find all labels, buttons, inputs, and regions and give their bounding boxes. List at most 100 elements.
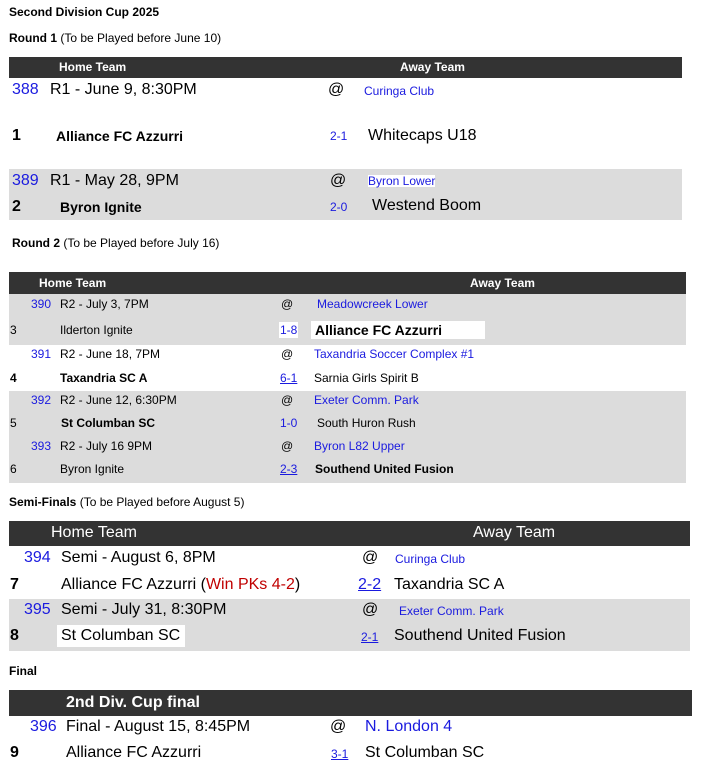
game-id-link[interactable]: 393 <box>31 439 52 453</box>
venue-link[interactable]: Taxandria Soccer Complex #1 <box>314 347 475 361</box>
game-number: 6 <box>10 462 17 476</box>
away-team: Alliance FC Azzurri <box>311 321 485 339</box>
game-number: 1 <box>12 127 21 144</box>
away-team: Whitecaps U18 <box>368 127 477 144</box>
game-number: 2 <box>12 198 21 215</box>
venue-link[interactable]: Curinga Club <box>395 552 466 566</box>
home-team: Alliance FC Azzurri <box>56 128 184 144</box>
away-team: Sarnia Girls Spirit B <box>314 371 419 385</box>
away-team: St Columban SC <box>365 744 485 761</box>
away-team-header: Away Team <box>473 524 556 541</box>
game-id-link[interactable]: 392 <box>31 393 52 407</box>
round1-table-header: Home Team Away Team <box>9 57 682 78</box>
semis-table-header: Home Team Away Team <box>9 521 690 546</box>
venue-link[interactable]: N. London 4 <box>365 718 453 735</box>
score-link[interactable]: 2-1 <box>361 630 379 644</box>
game-datetime: R1 - June 9, 8:30PM <box>50 81 197 98</box>
game-id-link[interactable]: 388 <box>12 81 39 98</box>
at-symbol: @ <box>281 297 294 311</box>
game-number: 9 <box>10 744 19 761</box>
final-header-title: 2nd Div. Cup final <box>66 694 200 711</box>
home-team: Ilderton Ignite <box>60 323 133 337</box>
score-link[interactable]: 1-0 <box>280 416 298 430</box>
page-title: Second Division Cup 2025 <box>9 5 160 19</box>
score-link[interactable]: 1-8 <box>279 322 299 338</box>
semis-note: (To be Played before August 5) <box>79 495 245 509</box>
away-team: South Huron Rush <box>317 416 416 430</box>
pk-open: ( <box>196 576 206 593</box>
at-symbol: @ <box>330 718 347 735</box>
away-team: Southend United Fusion <box>315 462 454 476</box>
final-heading: Final <box>9 664 38 678</box>
game-datetime: R1 - May 28, 9PM <box>50 172 179 189</box>
score-link[interactable]: 3-1 <box>331 747 349 761</box>
at-symbol: @ <box>328 81 345 98</box>
pk-close: ) <box>294 576 301 593</box>
venue-link[interactable]: Exeter Comm. Park <box>399 604 504 618</box>
game-datetime: R2 - July 16 9PM <box>60 439 153 453</box>
venue-link[interactable]: Exeter Comm. Park <box>314 393 419 407</box>
game-datetime: Semi - August 6, 8PM <box>61 549 216 566</box>
score-link[interactable]: 2-0 <box>330 200 348 214</box>
away-team: Taxandria SC A <box>394 576 505 593</box>
game-id-link[interactable]: 394 <box>24 549 51 566</box>
game-number: 4 <box>10 371 17 385</box>
game-datetime: R2 - June 18, 7PM <box>60 347 161 361</box>
round2-note: (To be Played before July 16) <box>63 236 220 250</box>
game-number: 7 <box>10 576 19 593</box>
home-team-header: Home Team <box>59 60 127 74</box>
game-number: 8 <box>10 627 19 644</box>
venue-link[interactable]: Byron L82 Upper <box>314 439 405 453</box>
round1-heading: Round 1 (To be Played before June 10) <box>9 32 221 44</box>
score-link[interactable]: 2-3 <box>280 462 298 476</box>
final-table-header: 2nd Div. Cup final <box>9 690 692 716</box>
game-number: 3 <box>10 323 17 337</box>
home-team: Byron Ignite <box>60 199 142 215</box>
at-symbol: @ <box>330 172 347 189</box>
venue-link[interactable]: Byron Lower <box>368 174 436 188</box>
at-symbol: @ <box>362 601 379 618</box>
game-number: 5 <box>10 416 17 430</box>
venue-link[interactable]: Meadowcreek Lower <box>317 297 428 311</box>
at-symbol: @ <box>281 393 294 407</box>
home-team-header: Home Team <box>39 276 107 290</box>
score-link[interactable]: 2-1 <box>330 129 348 143</box>
venue-link[interactable]: Curinga Club <box>364 84 435 98</box>
home-team-name: Alliance FC Azzurri <box>61 576 197 593</box>
home-team: St Columban SC <box>57 625 185 647</box>
round2-label: Round 2 <box>12 236 60 250</box>
game-datetime: Semi - July 31, 8:30PM <box>61 601 227 618</box>
home-team: Byron Ignite <box>60 462 125 476</box>
away-team-header: Away Team <box>470 276 535 290</box>
score-link[interactable]: 6-1 <box>280 371 298 385</box>
semis-heading: Semi-Finals (To be Played before August … <box>9 496 244 508</box>
home-team: Alliance FC Azzurri (Win PKs 4-2) <box>61 577 300 593</box>
at-symbol: @ <box>281 347 294 361</box>
away-team: Southend United Fusion <box>394 627 566 644</box>
round1-note: (To be Played before June 10) <box>60 31 222 45</box>
home-team: Taxandria SC A <box>60 371 148 385</box>
score-link[interactable]: 2-2 <box>358 576 382 593</box>
round2-table-header: Home Team Away Team <box>9 272 686 294</box>
away-team-header: Away Team <box>400 60 465 74</box>
home-team: Alliance FC Azzurri <box>66 744 202 761</box>
round1-label: Round 1 <box>9 31 57 45</box>
game-datetime: Final - August 15, 8:45PM <box>66 718 251 735</box>
game-id-link[interactable]: 396 <box>30 718 57 735</box>
game-id-link[interactable]: 395 <box>24 601 51 618</box>
game-id-link[interactable]: 390 <box>31 297 52 311</box>
at-symbol: @ <box>362 549 379 566</box>
game-id-link[interactable]: 391 <box>31 347 52 361</box>
at-symbol: @ <box>281 439 294 453</box>
semis-label: Semi-Finals <box>9 495 77 509</box>
away-team: Westend Boom <box>372 197 482 214</box>
round2-heading: Round 2 (To be Played before July 16) <box>12 237 219 249</box>
row-band <box>9 391 686 483</box>
row-band <box>9 169 682 220</box>
game-datetime: R2 - June 12, 6:30PM <box>60 393 177 407</box>
home-team-header: Home Team <box>51 524 137 541</box>
home-team: St Columban SC <box>61 416 156 430</box>
pk-result: Win PKs 4-2 <box>205 576 295 593</box>
game-id-link[interactable]: 389 <box>12 172 39 189</box>
game-datetime: R2 - July 3, 7PM <box>60 297 149 311</box>
